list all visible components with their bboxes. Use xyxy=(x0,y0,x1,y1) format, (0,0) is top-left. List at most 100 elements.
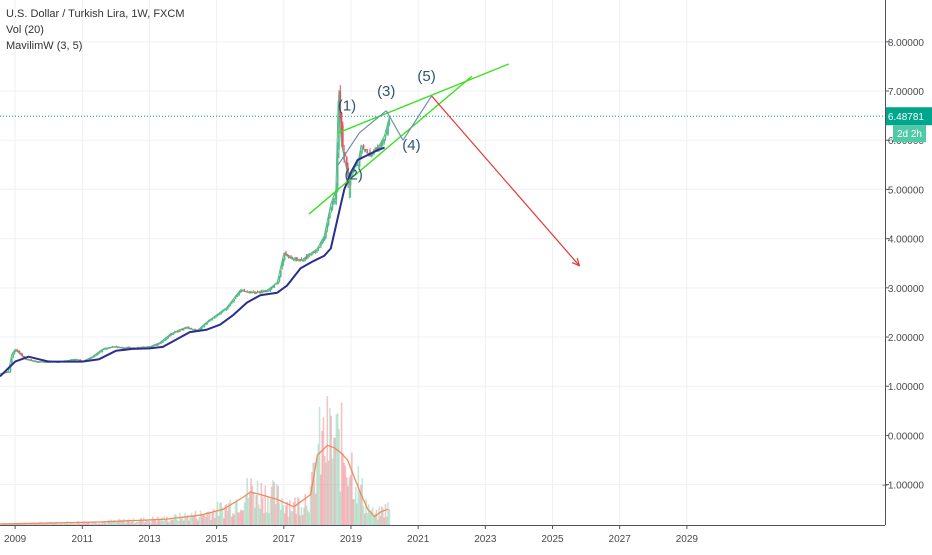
candle-body xyxy=(301,259,304,261)
y-tick-label: 8.00000 xyxy=(888,38,925,49)
volume-bar xyxy=(56,522,58,525)
volume-bar xyxy=(241,510,243,525)
candle-body xyxy=(272,286,274,288)
candle-body xyxy=(388,120,391,125)
volume-bar xyxy=(362,505,365,525)
volume-bar xyxy=(199,510,202,525)
candle-body xyxy=(214,316,216,318)
volume-bar xyxy=(379,516,382,525)
volume-bar xyxy=(215,511,217,525)
volume-bar xyxy=(80,523,83,525)
volume-bar xyxy=(84,523,87,525)
volume-bar xyxy=(238,512,241,525)
volume-bar xyxy=(54,523,57,525)
volume-bar xyxy=(104,521,106,525)
candle-body xyxy=(265,291,268,293)
candle-body xyxy=(345,156,348,167)
candle-body xyxy=(263,291,265,293)
candle-body xyxy=(295,258,298,260)
volume-bar xyxy=(126,520,128,525)
volume-bar xyxy=(100,523,102,525)
candle-body xyxy=(316,250,318,252)
candle-body xyxy=(338,94,340,150)
candle-body xyxy=(100,351,102,353)
volume-bar xyxy=(180,518,183,525)
volume-bar xyxy=(322,417,325,525)
candle-body xyxy=(379,146,382,148)
candle-body xyxy=(320,243,322,247)
candle-body xyxy=(123,348,126,350)
volume-bar xyxy=(7,524,9,525)
candle-body xyxy=(164,339,167,341)
volume-bar xyxy=(40,523,43,525)
candle-body xyxy=(307,254,309,258)
candle-body xyxy=(327,217,330,225)
forecast-down-arrow xyxy=(431,95,580,267)
volume-bar xyxy=(206,511,208,525)
candle-body xyxy=(228,306,230,308)
volume-bar xyxy=(267,497,269,525)
volume-bar xyxy=(176,519,179,525)
volume-bar xyxy=(365,499,367,525)
volume-bar xyxy=(67,523,70,525)
volume-bar xyxy=(109,521,111,525)
volume-bar xyxy=(71,523,74,525)
volume-bar xyxy=(155,521,158,525)
volume-bar xyxy=(91,522,93,525)
volume-bar xyxy=(247,498,250,525)
candle-body xyxy=(387,125,389,134)
volume-bar xyxy=(69,521,71,525)
volume-bar xyxy=(51,522,53,525)
candle-body xyxy=(171,333,173,335)
volume-bar xyxy=(117,521,119,525)
volume-bar xyxy=(347,486,349,525)
volume-bar xyxy=(239,509,242,525)
candle-body xyxy=(93,355,96,357)
candle-body xyxy=(18,351,21,353)
candle-body xyxy=(74,359,76,361)
candle-body xyxy=(9,364,12,372)
volume-bar xyxy=(115,520,118,525)
candle-body xyxy=(95,355,97,357)
volume-bar xyxy=(23,523,26,525)
volume-bar xyxy=(179,512,181,525)
candle-body xyxy=(342,125,344,147)
x-tick-label: 2025 xyxy=(541,534,564,545)
candle-body xyxy=(98,352,101,354)
candle-body xyxy=(161,341,163,343)
volume-bar xyxy=(256,480,259,525)
symbol-title[interactable]: U.S. Dollar / Turkish Lira, 1W, FXCM xyxy=(6,8,185,20)
volume-bar xyxy=(264,485,267,525)
volume-bar xyxy=(182,520,185,525)
volume-bar xyxy=(349,475,352,525)
volume-bar xyxy=(283,513,286,525)
volume-bar xyxy=(105,523,108,525)
volume-bar xyxy=(217,516,220,525)
candle-body xyxy=(344,154,347,157)
volume-bar xyxy=(274,504,277,525)
volume-indicator-label[interactable]: Vol (20) xyxy=(6,24,44,36)
price-line xyxy=(0,100,391,375)
volume-bar xyxy=(316,458,318,525)
volume-bar xyxy=(161,517,163,525)
volume-bar xyxy=(148,520,150,525)
candle-body xyxy=(309,254,312,256)
volume-bar xyxy=(221,507,224,525)
volume-bar xyxy=(195,518,198,525)
candle-body xyxy=(279,270,282,278)
volume-bar xyxy=(332,437,335,525)
volume-bar xyxy=(137,521,140,525)
volume-bar xyxy=(325,462,327,525)
volume-bar xyxy=(311,471,313,525)
candle-body xyxy=(300,258,303,261)
volume-bar xyxy=(353,499,356,525)
mavilim-indicator-label[interactable]: MavilimW (3, 5) xyxy=(6,40,83,52)
volume-bar xyxy=(31,523,34,525)
y-tick-label: 5.00000 xyxy=(888,185,925,196)
volume-bar xyxy=(292,502,295,525)
volume-bar xyxy=(123,518,126,525)
volume-bar xyxy=(343,462,345,525)
volume-bar xyxy=(98,523,101,525)
